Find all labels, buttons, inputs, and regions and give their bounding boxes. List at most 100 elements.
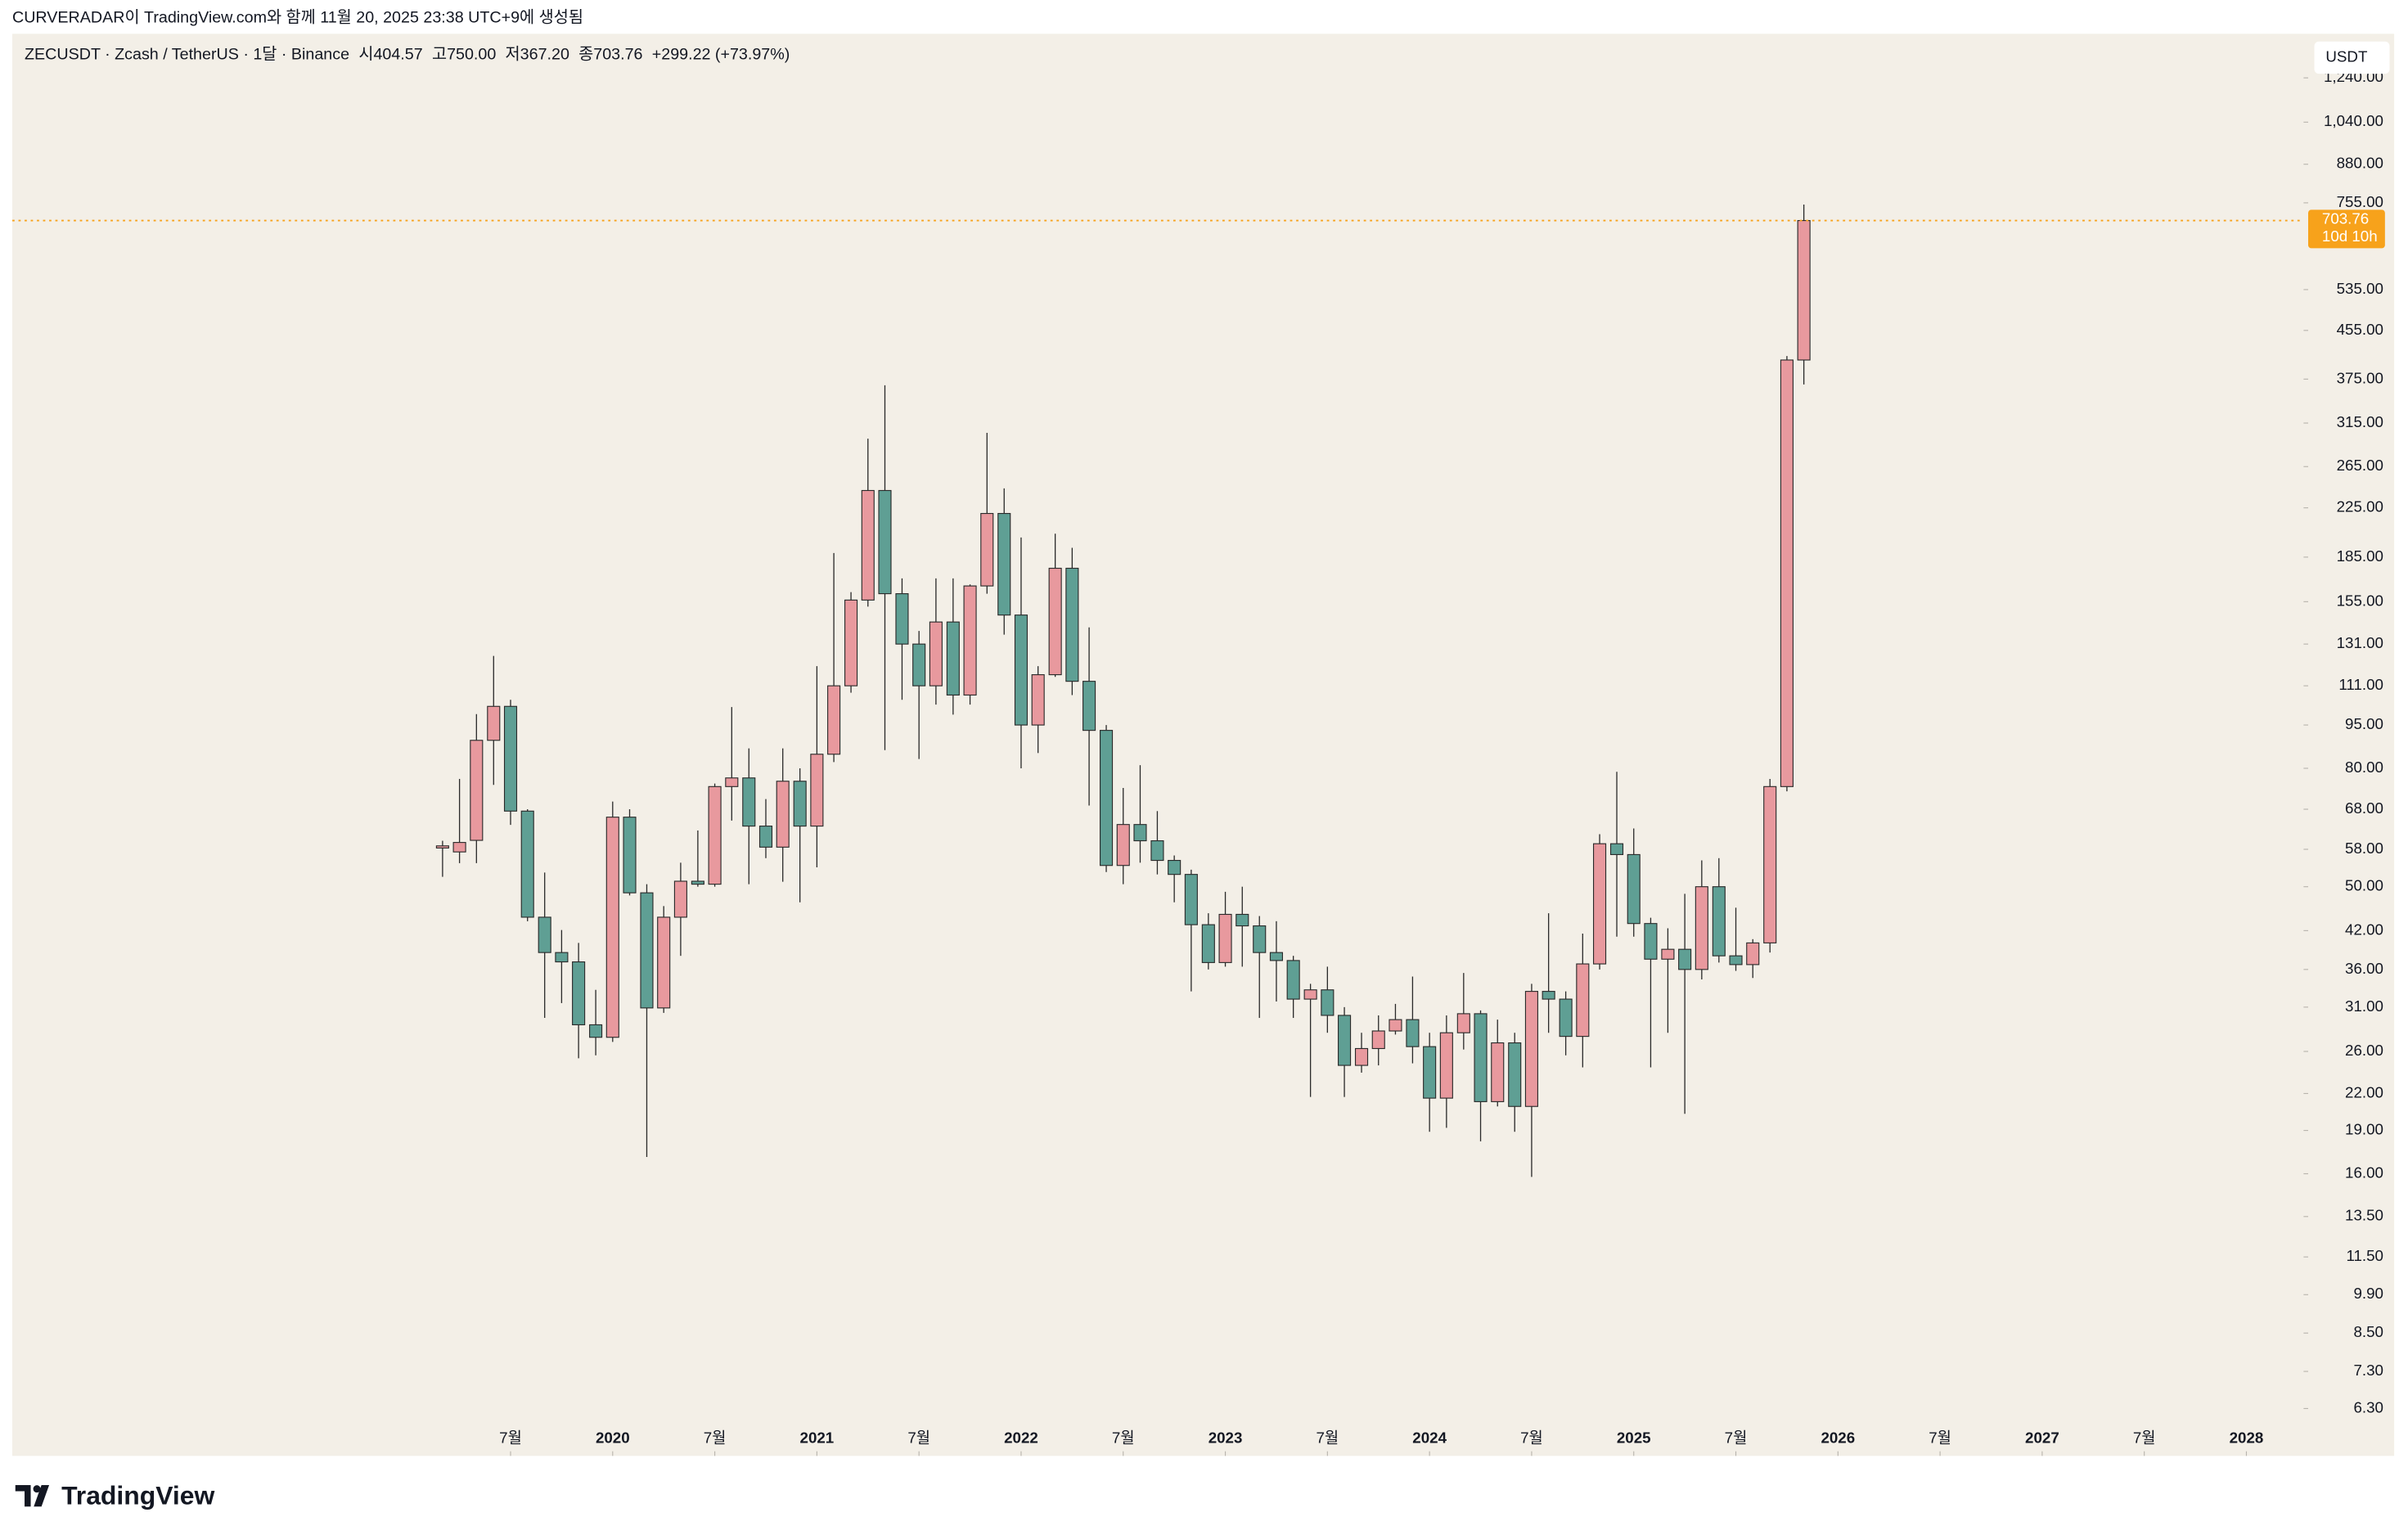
candle-body [758,826,773,848]
y-tick-label: 11.50 [2346,1247,2383,1264]
candle-body [470,740,484,841]
candle-body [1729,955,1743,966]
candle-body [1321,989,1335,1016]
ohlc-label: 종 [578,46,593,64]
y-tick-label: 68.00 [2345,799,2383,817]
x-tick-label: 7월 [1112,1429,1135,1447]
candle-body [1184,874,1198,925]
chart-panel [12,34,2395,1456]
y-tick-label: 455.00 [2337,321,2383,338]
candle-body [1168,859,1181,876]
candle-body [1150,840,1164,862]
y-tick-label: 1,040.00 [2324,112,2383,129]
candle-body [1269,952,1284,961]
logo-mark [15,1484,50,1507]
candle-body [1576,963,1590,1038]
candle-body [878,489,892,595]
ohlc-value: 367.20 [520,46,569,64]
candle-body [1236,913,1249,927]
candle-body [1099,730,1114,867]
x-tick-label: 2024 [1412,1429,1447,1447]
candle-body [725,777,739,787]
candle-body [844,599,858,686]
candle-body [623,817,637,894]
candle-body [1627,853,1641,925]
candle-body [1371,1030,1385,1050]
x-tick-label: 7월 [2133,1429,2156,1447]
y-tick-label: 131.00 [2337,634,2383,651]
ohlc-value: 404.57 [373,46,422,64]
candle-body [929,621,943,686]
y-tick-label: 315.00 [2337,413,2383,430]
x-tick-label: 7월 [1317,1429,1339,1447]
y-tick-label: 95.00 [2345,715,2383,732]
countdown-label: 10d 10h [2322,227,2378,245]
candle-body [572,961,586,1026]
candle-body [1133,824,1147,842]
y-tick-label: 13.50 [2345,1207,2383,1224]
x-tick-label: 7월 [1929,1429,1951,1447]
candle-body [1661,948,1675,960]
candle-body [1286,960,1300,1000]
candle-body [1524,991,1538,1107]
ohlc-label: 시 [358,46,373,64]
candle-body [1354,1047,1369,1066]
candle-body [503,705,518,812]
brand-logo [15,1484,50,1507]
y-tick-label: 225.00 [2337,498,2383,515]
y-tick-label: 16.00 [2345,1164,2383,1181]
candle-body [1201,924,1215,963]
candle-body [673,880,687,918]
candle-body [589,1024,603,1038]
y-tick-label: 42.00 [2345,921,2383,938]
y-tick-label: 19.00 [2345,1121,2383,1138]
candle-body [946,621,960,696]
candle-body [1542,991,1555,1000]
candle-body [861,489,875,601]
ohlc-value: 750.00 [447,46,496,64]
y-tick-label: 58.00 [2345,840,2383,857]
candle-body [1065,567,1079,682]
currency-button[interactable] [2314,41,2390,74]
candle-body [1797,219,1811,361]
candle-body [1491,1042,1505,1102]
currency-label[interactable]: USDT [2325,47,2368,65]
candle-body [1014,614,1028,726]
candle-body [1423,1046,1437,1099]
x-tick-label: 7월 [1520,1429,1543,1447]
candle-body [1508,1042,1522,1107]
candle-body [435,845,449,849]
last-price-tag [2308,209,2385,249]
candle-body [1116,824,1130,867]
candle-body [1389,1019,1402,1032]
candle-body [1456,1013,1470,1033]
y-tick-label: 9.90 [2353,1285,2383,1302]
plot: 1,240.001,040.00880.00755.00535.00455.00… [435,68,2383,1456]
candle-body [1592,843,1607,965]
candle-body [1474,1013,1488,1102]
candle-body [793,781,807,827]
candle-body [520,810,534,918]
y-tick-label: 36.00 [2345,960,2383,977]
x-tick-label: 2026 [1821,1429,1855,1447]
y-tick-label: 7.30 [2353,1362,2383,1379]
candle-body [912,643,926,686]
candle-body [1303,989,1317,1000]
candle-body [708,786,722,885]
candle-body [1031,674,1045,726]
candle-body [1763,786,1777,943]
y-tick-label: 111.00 [2338,676,2383,693]
candle-body [691,880,704,885]
y-tick-label: 155.00 [2337,592,2383,609]
legend-header: ZECUSDT · Zcash / TetherUS · 1달 · Binanc… [25,46,790,64]
y-tick-label: 185.00 [2337,547,2383,565]
x-tick-label: 2023 [1209,1429,1243,1447]
candle-body [1218,913,1232,963]
candle-body [1695,886,1708,970]
x-tick-label: 2025 [1617,1429,1651,1447]
candle-body [1678,948,1692,970]
candle-body [538,916,551,953]
x-tick-label: 7월 [1725,1429,1748,1447]
caption: CURVERADAR이 TradingView.com와 함께 11월 20, … [12,9,583,27]
candle-body [1048,567,1062,676]
